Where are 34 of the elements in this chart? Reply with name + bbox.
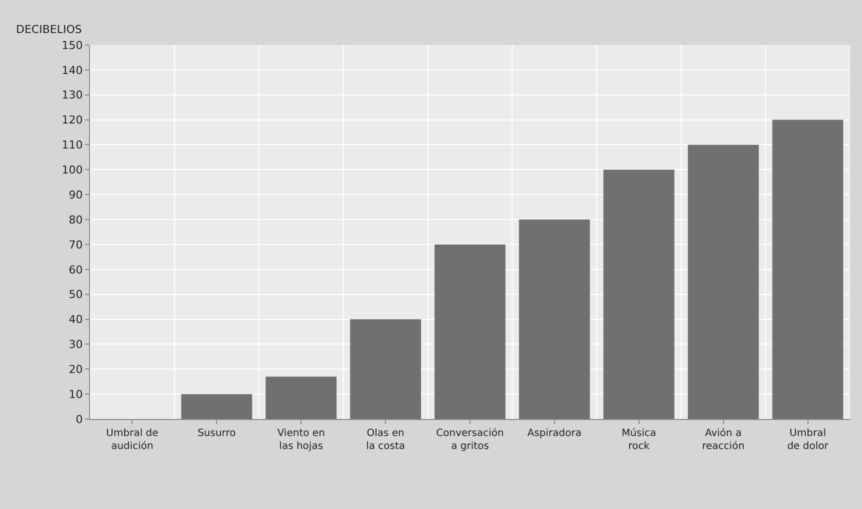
y-axis-title: DECIBELIOS	[16, 23, 82, 36]
bar	[603, 170, 674, 419]
y-tick-label: 20	[68, 362, 83, 376]
y-tick-label: 130	[62, 88, 83, 102]
bar	[518, 220, 590, 419]
x-tick-label: Aspiradora	[527, 428, 582, 439]
y-tick-label: 40	[68, 313, 83, 326]
y-tick-label: 70	[68, 238, 83, 252]
x-tick-label: Susurro	[198, 428, 236, 439]
bar	[350, 319, 422, 419]
y-tick-label: 80	[68, 213, 83, 226]
y-tick-label: 90	[68, 188, 83, 202]
y-tick-label: 120	[62, 114, 83, 127]
x-tick-label: Umbral de audición	[106, 428, 158, 452]
bar	[181, 394, 252, 419]
x-tick-label: Música rock	[622, 428, 656, 452]
y-tick-label: 50	[68, 288, 83, 302]
bar	[434, 244, 506, 419]
y-tick-label: 150	[62, 38, 83, 52]
y-tick-label: 140	[62, 64, 83, 77]
x-tick-label: Avión a reacción	[702, 428, 745, 452]
y-tick-label: 100	[62, 164, 83, 177]
bar	[266, 376, 337, 419]
y-tick-label: 0	[76, 412, 83, 426]
x-tick-label: Olas en la costa	[366, 428, 406, 452]
x-tick-label: Umbral de dolor	[787, 428, 830, 452]
x-tick-label: Conversación a gritos	[436, 428, 504, 452]
y-tick-label: 30	[68, 338, 83, 352]
x-tick-label: Viento en las hojas	[277, 428, 325, 452]
y-tick-label: 10	[68, 388, 83, 401]
bar	[688, 144, 759, 419]
bar	[772, 120, 844, 419]
y-tick-label: 110	[62, 138, 83, 152]
y-tick-label: 60	[68, 263, 83, 276]
